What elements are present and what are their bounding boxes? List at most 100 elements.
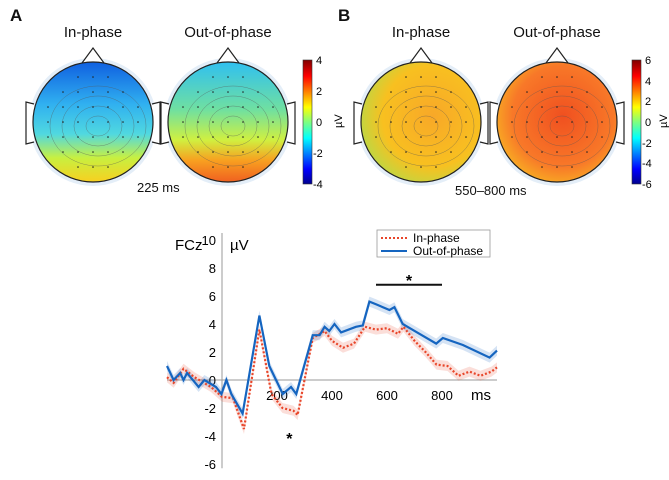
electrode-dot bbox=[212, 136, 214, 138]
significance-asterisk: * bbox=[406, 273, 413, 290]
electrode-dot bbox=[571, 91, 573, 93]
electrode-dot bbox=[137, 121, 139, 123]
legend-inphase: In-phase bbox=[413, 231, 460, 245]
significance-asterisk: * bbox=[286, 431, 293, 448]
topomap-b-inphase-title: In-phase bbox=[391, 24, 451, 41]
cbar-a-tick: 2 bbox=[316, 86, 322, 98]
electrode-dot bbox=[556, 121, 558, 123]
electrode-dot bbox=[571, 151, 573, 153]
electrode-dot bbox=[137, 106, 139, 108]
electrode-dot bbox=[242, 121, 244, 123]
cbar-b-tick: -4 bbox=[642, 158, 652, 170]
time-b: 550–800 ms bbox=[455, 183, 527, 198]
cbar-b-tick: 0 bbox=[645, 117, 651, 129]
electrode-dot bbox=[92, 91, 94, 93]
y-tick-label: 0 bbox=[209, 373, 216, 388]
colorbar-a bbox=[302, 59, 313, 185]
nose-icon bbox=[545, 46, 569, 64]
electrode-dot bbox=[212, 151, 214, 153]
ear-icon bbox=[151, 101, 161, 145]
electrode-dot bbox=[435, 151, 437, 153]
y-tick-label: 4 bbox=[209, 317, 216, 332]
electrode-dot bbox=[197, 91, 199, 93]
electrode-dot bbox=[511, 106, 513, 108]
electrode-dot bbox=[257, 136, 259, 138]
electrode-dot bbox=[601, 121, 603, 123]
electrode-dot bbox=[227, 151, 229, 153]
electrode-dot bbox=[556, 91, 558, 93]
electrode-dot bbox=[450, 91, 452, 93]
electrode-dot bbox=[541, 166, 543, 168]
electrode-dot bbox=[212, 106, 214, 108]
cbar-b-tick: -6 bbox=[642, 179, 652, 191]
legend-outphase: Out-of-phase bbox=[413, 244, 483, 258]
x-tick-label: 800 bbox=[431, 388, 453, 403]
electrode-dot bbox=[137, 136, 139, 138]
electrode-dot bbox=[420, 76, 422, 78]
electrode-dot bbox=[390, 91, 392, 93]
electrode-dot bbox=[556, 166, 558, 168]
electrode-dot bbox=[92, 166, 94, 168]
electrode-dot bbox=[465, 106, 467, 108]
electrode-dot bbox=[526, 106, 528, 108]
electrode-dot bbox=[435, 166, 437, 168]
electrode-dot bbox=[227, 121, 229, 123]
electrode-dot bbox=[601, 136, 603, 138]
y-tick-label: 2 bbox=[209, 345, 216, 360]
electrode-dot bbox=[107, 106, 109, 108]
electrode-dot bbox=[541, 151, 543, 153]
electrode-dot bbox=[122, 91, 124, 93]
electrode-dot bbox=[242, 151, 244, 153]
electrode-dot bbox=[556, 136, 558, 138]
electrode-dot bbox=[556, 151, 558, 153]
series-line-in-phase bbox=[166, 325, 498, 430]
electrode-dot bbox=[182, 106, 184, 108]
electrode-dot bbox=[435, 121, 437, 123]
ear-icon bbox=[615, 101, 625, 145]
electrode-dot bbox=[212, 121, 214, 123]
electrode-dot bbox=[435, 91, 437, 93]
electrode-dot bbox=[450, 151, 452, 153]
topomap-b-inphase bbox=[353, 46, 489, 186]
electrode-dot bbox=[47, 106, 49, 108]
electrode-dot bbox=[107, 166, 109, 168]
time-a: 225 ms bbox=[137, 180, 180, 195]
electrode-dot bbox=[571, 166, 573, 168]
electrode-dot bbox=[92, 106, 94, 108]
cbar-a-tick: -2 bbox=[313, 148, 323, 160]
electrode-dot bbox=[405, 91, 407, 93]
ear-icon bbox=[286, 101, 296, 145]
electrode-dot bbox=[420, 91, 422, 93]
y-tick-label: 8 bbox=[209, 261, 216, 276]
electrode-dot bbox=[92, 76, 94, 78]
electrode-dot bbox=[107, 121, 109, 123]
electrode-dot bbox=[541, 121, 543, 123]
cbar-b-tick: 4 bbox=[645, 76, 651, 88]
electrode-dot bbox=[47, 136, 49, 138]
y-tick-label: -6 bbox=[204, 457, 216, 472]
y-tick-label: -2 bbox=[204, 401, 216, 416]
electrode-dot bbox=[390, 151, 392, 153]
electrode-dot bbox=[122, 106, 124, 108]
ear-icon bbox=[160, 101, 170, 145]
electrode-dot bbox=[571, 76, 573, 78]
electrode-dot bbox=[571, 106, 573, 108]
electrode-dot bbox=[77, 166, 79, 168]
electrode-dot bbox=[227, 166, 229, 168]
legend: In-phase Out-of-phase bbox=[376, 229, 491, 258]
electrode-dot bbox=[242, 76, 244, 78]
cbar-b-tick: 6 bbox=[645, 55, 651, 67]
electrode-dot bbox=[107, 91, 109, 93]
series-line-out-of-phase bbox=[166, 300, 498, 417]
electrode-dot bbox=[62, 91, 64, 93]
electrode-dot bbox=[257, 106, 259, 108]
y-axis-label: µV bbox=[230, 237, 249, 254]
y-tick-label: 10 bbox=[202, 233, 216, 248]
electrode-dot bbox=[375, 121, 377, 123]
topomap-b-outphase-title: Out-of-phase bbox=[513, 24, 601, 41]
electrode-dot bbox=[107, 136, 109, 138]
ear-icon bbox=[25, 101, 35, 145]
electrode-dot bbox=[257, 151, 259, 153]
electrode-dot bbox=[511, 136, 513, 138]
